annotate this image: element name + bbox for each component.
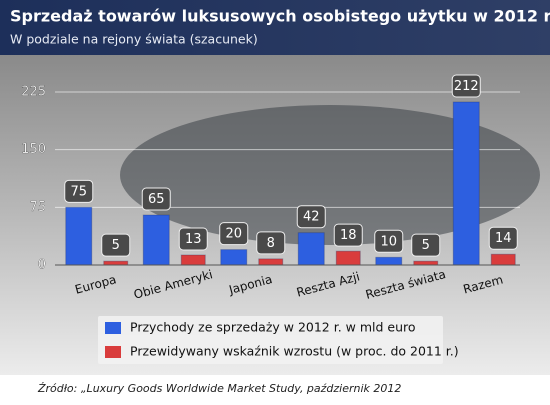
value-label-box xyxy=(451,74,481,98)
car-silhouette xyxy=(120,105,540,245)
value-label: 65 xyxy=(148,192,165,207)
y-tick-label: 150 xyxy=(21,142,46,157)
bar xyxy=(452,101,480,266)
chart-title: Sprzedaż towarów luksusowych osobistego … xyxy=(10,7,550,26)
legend-label: Przewidywany wskaźnik wzrostu (w proc. d… xyxy=(130,344,459,359)
value-label-box xyxy=(141,187,171,211)
value-label-box xyxy=(374,229,404,253)
value-label-box xyxy=(333,223,363,247)
bar xyxy=(103,260,129,266)
value-label: 42 xyxy=(303,210,320,225)
header xyxy=(0,0,550,55)
value-label: 20 xyxy=(225,227,242,242)
value-label-box xyxy=(178,227,208,251)
y-tick-label: 0 xyxy=(38,258,46,273)
legend-box xyxy=(98,316,443,364)
value-label: 212 xyxy=(454,79,479,94)
legend-label: Przychody ze sprzedaży w 2012 r. w mld e… xyxy=(130,320,416,335)
source: Źródło: „Luxury Goods Worldwide Market S… xyxy=(37,382,401,395)
bar xyxy=(65,206,93,266)
bar xyxy=(258,258,284,266)
bar xyxy=(413,260,439,266)
y-tick-label: 225 xyxy=(21,85,46,100)
footer xyxy=(0,375,550,405)
legend-swatch xyxy=(105,346,121,358)
value-label: 18 xyxy=(340,228,357,243)
value-label: 5 xyxy=(422,238,430,253)
bar xyxy=(142,214,170,266)
bar xyxy=(335,250,361,266)
value-label-box xyxy=(488,226,518,250)
value-label-box xyxy=(101,233,131,257)
value-label: 10 xyxy=(380,234,397,249)
value-label-box xyxy=(256,231,286,255)
value-label: 14 xyxy=(495,231,512,246)
bar xyxy=(180,254,206,266)
value-label-box xyxy=(296,205,326,229)
value-label-box xyxy=(64,179,94,203)
value-label: 8 xyxy=(267,236,275,251)
value-label: 75 xyxy=(70,184,87,199)
value-label: 13 xyxy=(185,232,202,247)
value-label-box xyxy=(411,233,441,257)
value-label-box xyxy=(219,222,249,246)
bar xyxy=(220,249,248,266)
bar xyxy=(375,256,403,266)
bar xyxy=(297,232,325,266)
value-label: 5 xyxy=(112,238,120,253)
bar xyxy=(490,253,516,266)
legend-swatch xyxy=(105,322,121,334)
y-tick-label: 75 xyxy=(29,200,46,215)
chart-subtitle: W podziale na rejony świata (szacunek) xyxy=(10,32,258,47)
